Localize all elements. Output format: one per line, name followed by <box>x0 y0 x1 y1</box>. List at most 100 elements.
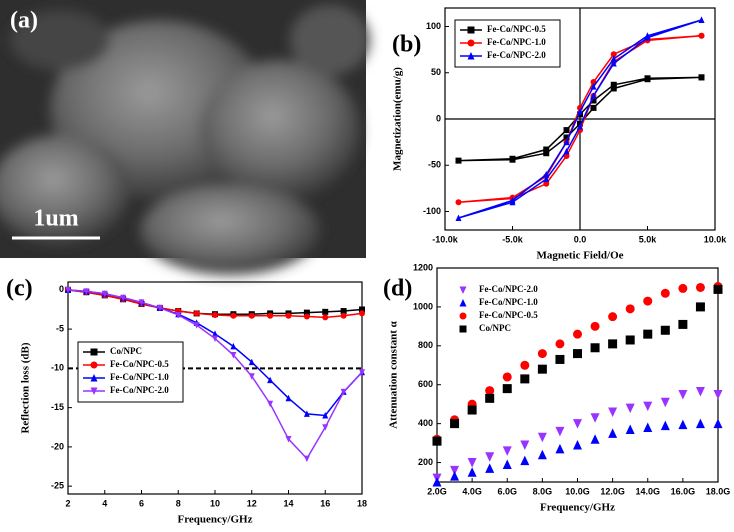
x-axis-label: Frequency/GHz <box>540 502 615 514</box>
marker <box>467 458 477 468</box>
marker <box>643 401 653 412</box>
marker <box>303 313 310 320</box>
marker <box>267 400 274 408</box>
marker <box>563 127 570 134</box>
marker <box>455 214 462 221</box>
marker <box>610 81 617 88</box>
x-tick-label: 4 <box>102 498 107 508</box>
legend-label: Fe-Co/NPC-2.0 <box>487 50 546 60</box>
x-axis-label: Frequency/GHz <box>178 514 253 526</box>
legend-label: Fe-Co/NPC-1.0 <box>479 297 538 307</box>
marker <box>563 138 570 146</box>
marker <box>340 312 347 319</box>
marker <box>543 180 550 187</box>
marker <box>563 134 570 141</box>
marker <box>322 411 329 419</box>
legend-label: Fe-Co/NPC-0.5 <box>487 24 546 34</box>
marker <box>520 455 530 466</box>
panel-label: (b) <box>392 32 421 58</box>
marker <box>590 343 600 353</box>
y-tick-label: -25 <box>51 481 64 491</box>
y-tick-label: 600 <box>418 379 433 389</box>
marker <box>608 312 618 322</box>
marker <box>212 330 218 337</box>
marker <box>678 389 688 400</box>
marker <box>695 282 705 292</box>
marker <box>248 312 255 319</box>
x-tick-label: 10 <box>210 498 220 508</box>
legend-marker <box>90 348 98 356</box>
x-tick-label: 14.0G <box>635 486 660 496</box>
marker <box>695 387 705 397</box>
y-tick-label: 50 <box>431 67 441 77</box>
marker <box>698 74 705 81</box>
marker <box>65 286 71 294</box>
marker <box>467 467 477 477</box>
marker <box>359 306 365 313</box>
legend-label: Fe-Co/NPC-2.0 <box>479 284 538 294</box>
marker <box>156 304 163 312</box>
x-tick-label: 14 <box>283 498 293 508</box>
marker <box>537 449 547 460</box>
marker <box>610 55 617 62</box>
marker <box>175 311 182 319</box>
marker <box>610 60 617 67</box>
marker <box>590 413 600 423</box>
marker <box>678 319 688 329</box>
marker <box>502 372 512 382</box>
y-tick-label: -100 <box>423 206 441 216</box>
series-line <box>67 289 363 315</box>
marker <box>608 428 618 438</box>
x-tick-label: 6.0G <box>497 486 517 496</box>
marker <box>230 352 237 359</box>
marker <box>267 312 274 319</box>
x-tick-label: 2 <box>65 498 70 508</box>
scale-bar-label: 1um <box>33 206 78 232</box>
marker <box>577 108 583 115</box>
marker <box>713 389 723 400</box>
y-tick-label: 200 <box>418 457 433 467</box>
marker <box>485 386 495 396</box>
x-tick-label: 8 <box>176 498 181 508</box>
marker <box>555 426 565 437</box>
marker <box>573 329 582 339</box>
x-tick-label: 10.0G <box>565 486 590 496</box>
x-tick-label: -5.0k <box>502 234 524 244</box>
legend-marker <box>467 26 475 34</box>
y-tick-label: 0 <box>436 113 441 123</box>
marker <box>455 199 462 206</box>
marker <box>450 471 460 481</box>
marker <box>83 288 90 295</box>
marker <box>455 157 462 164</box>
marker <box>520 440 530 451</box>
x-tick-label: 16 <box>320 498 330 508</box>
marker <box>660 325 670 335</box>
marker <box>303 309 310 316</box>
x-tick-label: 8.0G <box>533 486 553 496</box>
marker <box>643 422 653 433</box>
marker <box>610 51 617 58</box>
marker <box>608 407 618 417</box>
marker <box>543 146 550 153</box>
marker <box>267 376 274 384</box>
marker <box>590 321 600 331</box>
marker <box>359 310 365 317</box>
marker <box>193 322 200 329</box>
marker <box>340 388 347 396</box>
marker <box>485 393 495 403</box>
marker <box>563 147 570 155</box>
marker <box>520 374 530 384</box>
marker <box>660 288 670 298</box>
marker <box>643 296 653 306</box>
y-tick-label: 1200 <box>413 262 433 272</box>
x-tick-label: 5.0k <box>639 234 658 244</box>
marker <box>509 198 516 206</box>
legend-marker <box>90 387 98 395</box>
marker <box>695 302 705 312</box>
marker <box>573 419 582 429</box>
marker <box>502 384 512 394</box>
x-tick-label: 4.0G <box>462 486 482 496</box>
marker <box>555 339 565 349</box>
marker <box>432 436 442 446</box>
marker <box>502 459 512 469</box>
